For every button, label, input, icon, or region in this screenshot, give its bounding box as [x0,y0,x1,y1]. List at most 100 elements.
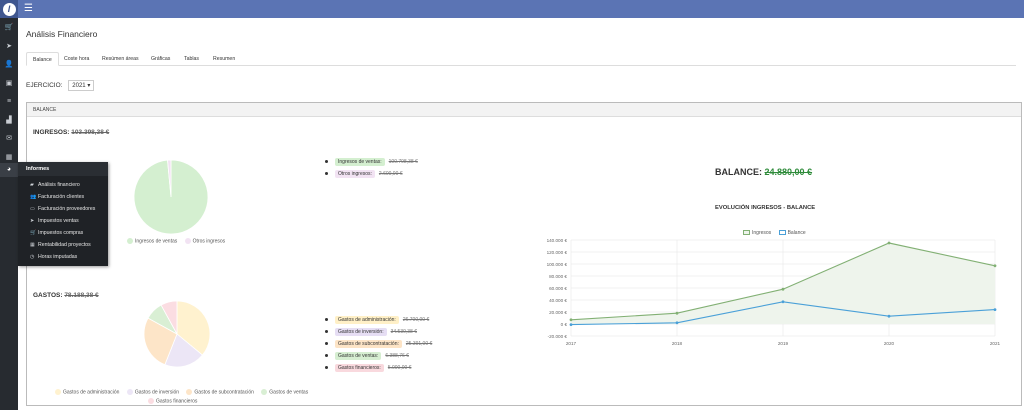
balance-value: 24.880,00 € [764,167,813,177]
ingresos-item-amount: 2.600,00 € [378,171,403,177]
ingresos-item: Ingresos de ventas: 100.798,38 € [325,158,418,166]
gastos-item-amount: 25.391,00 € [405,341,433,347]
gastos-item-label: Gastos de ventas: [335,352,382,360]
factory-icon[interactable]: ▟ [6,117,12,124]
ingresos-item-label: Ingresos de ventas: [335,158,385,166]
tab-graficas[interactable]: Gráficas [151,56,171,62]
menu-item-impuestos-compras[interactable]: 🛒 Impuestos compras [30,228,83,239]
gastos-item: Gastos de ventas: 6.388,76 € [325,352,409,360]
gastos-pie-slice[interactable] [176,300,211,356]
legend-label-ingresos[interactable]: Ingresos [752,230,772,236]
legend-swatch [126,389,133,395]
legend-swatch-balance[interactable] [778,230,786,236]
gastos-label: GASTOS: [33,292,63,299]
top-bar: l ☰ [0,0,1024,18]
ingresos-label: INGRESOS: [33,129,70,136]
exercise-value: 2021 [72,83,86,89]
tab-balance[interactable]: Balance [26,52,59,66]
panel-title: BALANCE [27,103,1021,117]
data-point-ingresos[interactable] [675,311,679,315]
logo-mark: l [2,2,16,16]
gastos-item: Gastos de administración: 26.700,00 € [325,316,429,324]
data-point-balance[interactable] [993,308,997,311]
exercise-label: EJERCICIO: [26,82,63,89]
balance-panel: BALANCE INGRESOS: 103.398,38 € Ingresos … [26,102,1022,406]
legend-label: Ingresos de ventas [135,238,178,245]
menu-item-label: Facturación proveedores [38,206,96,212]
menu-item-facturacion-clientes[interactable]: 👥 Facturación clientes [30,192,84,203]
main-content: Análisis Financiero Balance Coste hora R… [18,18,1024,410]
tab-resumen[interactable]: Resumen [213,56,236,62]
user-icon[interactable]: 👤 [4,61,14,68]
cart-icon: 🛒 [30,230,37,236]
x-tick-label: 2017 [566,341,577,346]
menu-item-rentabilidad-proyectos[interactable]: ▦ Rentabilidad proyectos [30,240,91,251]
gastos-item-amount: 5.000,00 € [387,365,412,371]
tab-resumen-areas[interactable]: Resúmen áreas [102,56,139,62]
y-tick-label: -20.000 € [548,334,568,339]
data-point-balance[interactable] [569,323,573,326]
menu-item-impuestos-ventas[interactable]: ➤ Impuestos ventas [30,216,79,227]
legend-label: Otros ingresos [192,238,226,245]
legend-label: Gastos financieros [156,398,198,405]
x-tick-label: 2019 [778,341,789,346]
data-point-balance[interactable] [781,300,785,304]
y-tick-label: 0 € [561,322,568,327]
menu-item-label: Horas imputadas [38,254,78,260]
ingresos-total: 103.398,38 € [71,129,110,136]
gastos-item: Gastos de subcontratación: 25.391,00 € [325,340,432,348]
legend-label: Gastos de ventas [269,389,309,396]
tab-coste-hora[interactable]: Coste hora [64,56,90,62]
sidebar: 🛒 ➤ 👤 ▣ ≡ ▟ ✉ ▦ ◕ [0,18,18,410]
users-icon: 👥 [30,194,37,200]
menu-item-label: Impuestos compras [38,230,84,236]
chart-legend: Ingresos Balance [737,230,806,236]
series-area-ingresos [571,243,995,324]
data-point-ingresos[interactable] [993,264,997,268]
ingresos-item-amount: 100.798,38 € [388,159,418,165]
data-point-ingresos[interactable] [781,287,785,291]
gastos-item: Gastos financieros: 5.000,00 € [325,364,411,372]
send-icon[interactable]: ➤ [6,43,12,50]
legend-label: Gastos de subcontratación [194,389,254,396]
evolution-line-chart: -20.000 € 0 € 20.000 € 40.000 € 60.000 € 80.0… [547,238,1000,346]
gastos-pie-slice[interactable] [164,333,203,368]
tab-tablas[interactable]: Tablas [184,56,199,62]
menu-item-label: Análisis financiero [38,182,80,188]
menu-item-label: Impuestos ventas [38,218,79,224]
reports-flyout-menu: Informes ▰ Análisis financiero 👥 Facturaci… [18,162,108,266]
menu-item-horas-imputadas[interactable]: ◷ Horas imputadas [30,252,77,263]
menu-item-label: Rentabilidad proyectos [38,242,91,248]
menu-item-facturacion-proveedores[interactable]: ▭ Facturación proveedores [30,204,95,215]
ingresos-pie-slice[interactable] [167,159,172,198]
gastos-total: 78.188,38 € [64,292,99,299]
gastos-pie-legend-row2: Gastos financieros [148,398,197,404]
gastos-pie-slice[interactable] [160,300,178,335]
exercise-select[interactable]: 2021 ▾ [68,80,95,91]
x-tick-label: 2018 [672,341,683,346]
legend-swatch-ingresos[interactable] [743,230,750,236]
data-point-ingresos[interactable] [569,318,573,322]
data-point-ingresos[interactable] [887,241,891,245]
page-title: Análisis Financiero [26,29,98,39]
mail-icon[interactable]: ✉ [6,135,12,142]
data-point-balance[interactable] [887,314,891,318]
gastos-item: Gastos de inversión: 34.530,38 € [325,328,417,336]
card-icon: ▭ [30,206,35,212]
pie-chart-icon[interactable]: ◕ [0,163,18,177]
app-logo[interactable]: l [0,0,18,18]
cart-icon[interactable]: 🛒 [4,24,14,31]
menu-item-analisis-financiero[interactable]: ▰ Análisis financiero [30,180,80,191]
send-icon: ➤ [30,218,35,224]
gastos-pie-legend: Gastos de administración Gastos de inver… [55,389,308,395]
briefcase-icon[interactable]: ▣ [5,80,13,87]
list-icon[interactable]: ≡ [6,98,12,105]
data-point-balance[interactable] [675,321,679,325]
ingresos-heading: INGRESOS: 103.398,38 € [33,129,109,136]
y-tick-label: 20.000 € [549,310,567,315]
legend-label-balance[interactable]: Balance [787,230,806,236]
ingresos-item-label: Otros ingresos: [335,170,375,178]
ingresos-pie-chart [133,159,209,235]
menu-toggle-icon[interactable]: ☰ [24,3,33,14]
calculator-icon[interactable]: ▦ [5,154,13,161]
